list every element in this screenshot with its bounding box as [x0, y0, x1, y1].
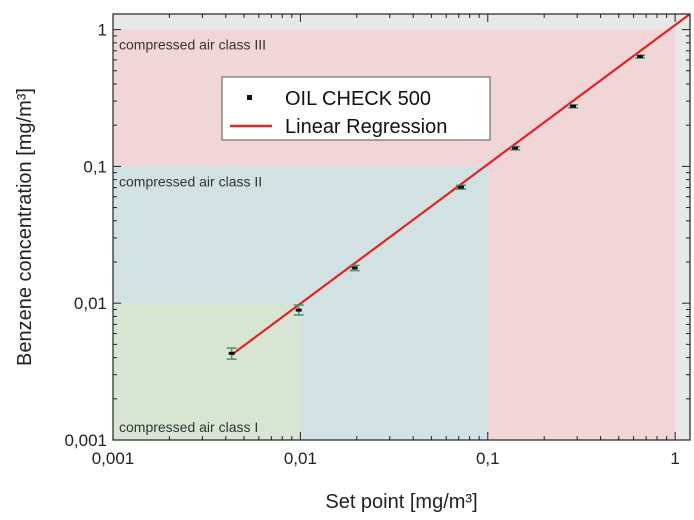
data-point-4 [456, 184, 467, 190]
y-tick-label: 1 [98, 21, 107, 40]
axis-ticks [112, 14, 690, 441]
legend-label-oil-check: OIL CHECK 500 [285, 88, 431, 110]
point-marker [570, 104, 577, 108]
point-marker [228, 351, 235, 355]
point-marker [351, 266, 358, 270]
plot-frame [112, 13, 691, 441]
region-label-2: compressed air class II [119, 173, 262, 189]
region-label-1: compressed air class III [119, 37, 266, 53]
data-point-1 [226, 347, 237, 360]
x-tick-label: 1 [670, 449, 679, 468]
data-point-2 [293, 304, 304, 316]
data-point-3 [349, 264, 360, 272]
legend-marker-oil-check [247, 95, 252, 100]
x-tick-label: 0,01 [284, 449, 317, 468]
data-point-5 [510, 145, 521, 151]
point-marker [637, 55, 644, 59]
legend-label-regression: Linear Regression [285, 116, 447, 138]
tick-labels: 0,001 0,01 0,1 1 0,001 0,01 0,1 1 [64, 21, 679, 468]
point-marker [295, 308, 302, 312]
data-point-7 [635, 54, 646, 59]
series-layer [226, 14, 690, 360]
y-tick-label: 0,001 [64, 431, 107, 450]
legend-box [221, 76, 491, 141]
y-axis-title: Benzene concentration [mg/m³] [14, 88, 36, 366]
x-tick-label: 0,001 [92, 449, 135, 468]
legend: OIL CHECK 500 Linear Regression [221, 76, 491, 141]
point-marker [512, 146, 519, 150]
x-tick-label: 0,1 [476, 449, 500, 468]
y-tick-label: 0,01 [74, 294, 107, 313]
x-axis-title: Set point [mg/m³] [325, 491, 477, 513]
y-tick-label: 0,1 [83, 157, 107, 176]
region-label-3: compressed air class I [119, 419, 258, 435]
data-point-6 [568, 104, 579, 109]
regression-line [231, 14, 690, 356]
point-marker [458, 185, 465, 189]
